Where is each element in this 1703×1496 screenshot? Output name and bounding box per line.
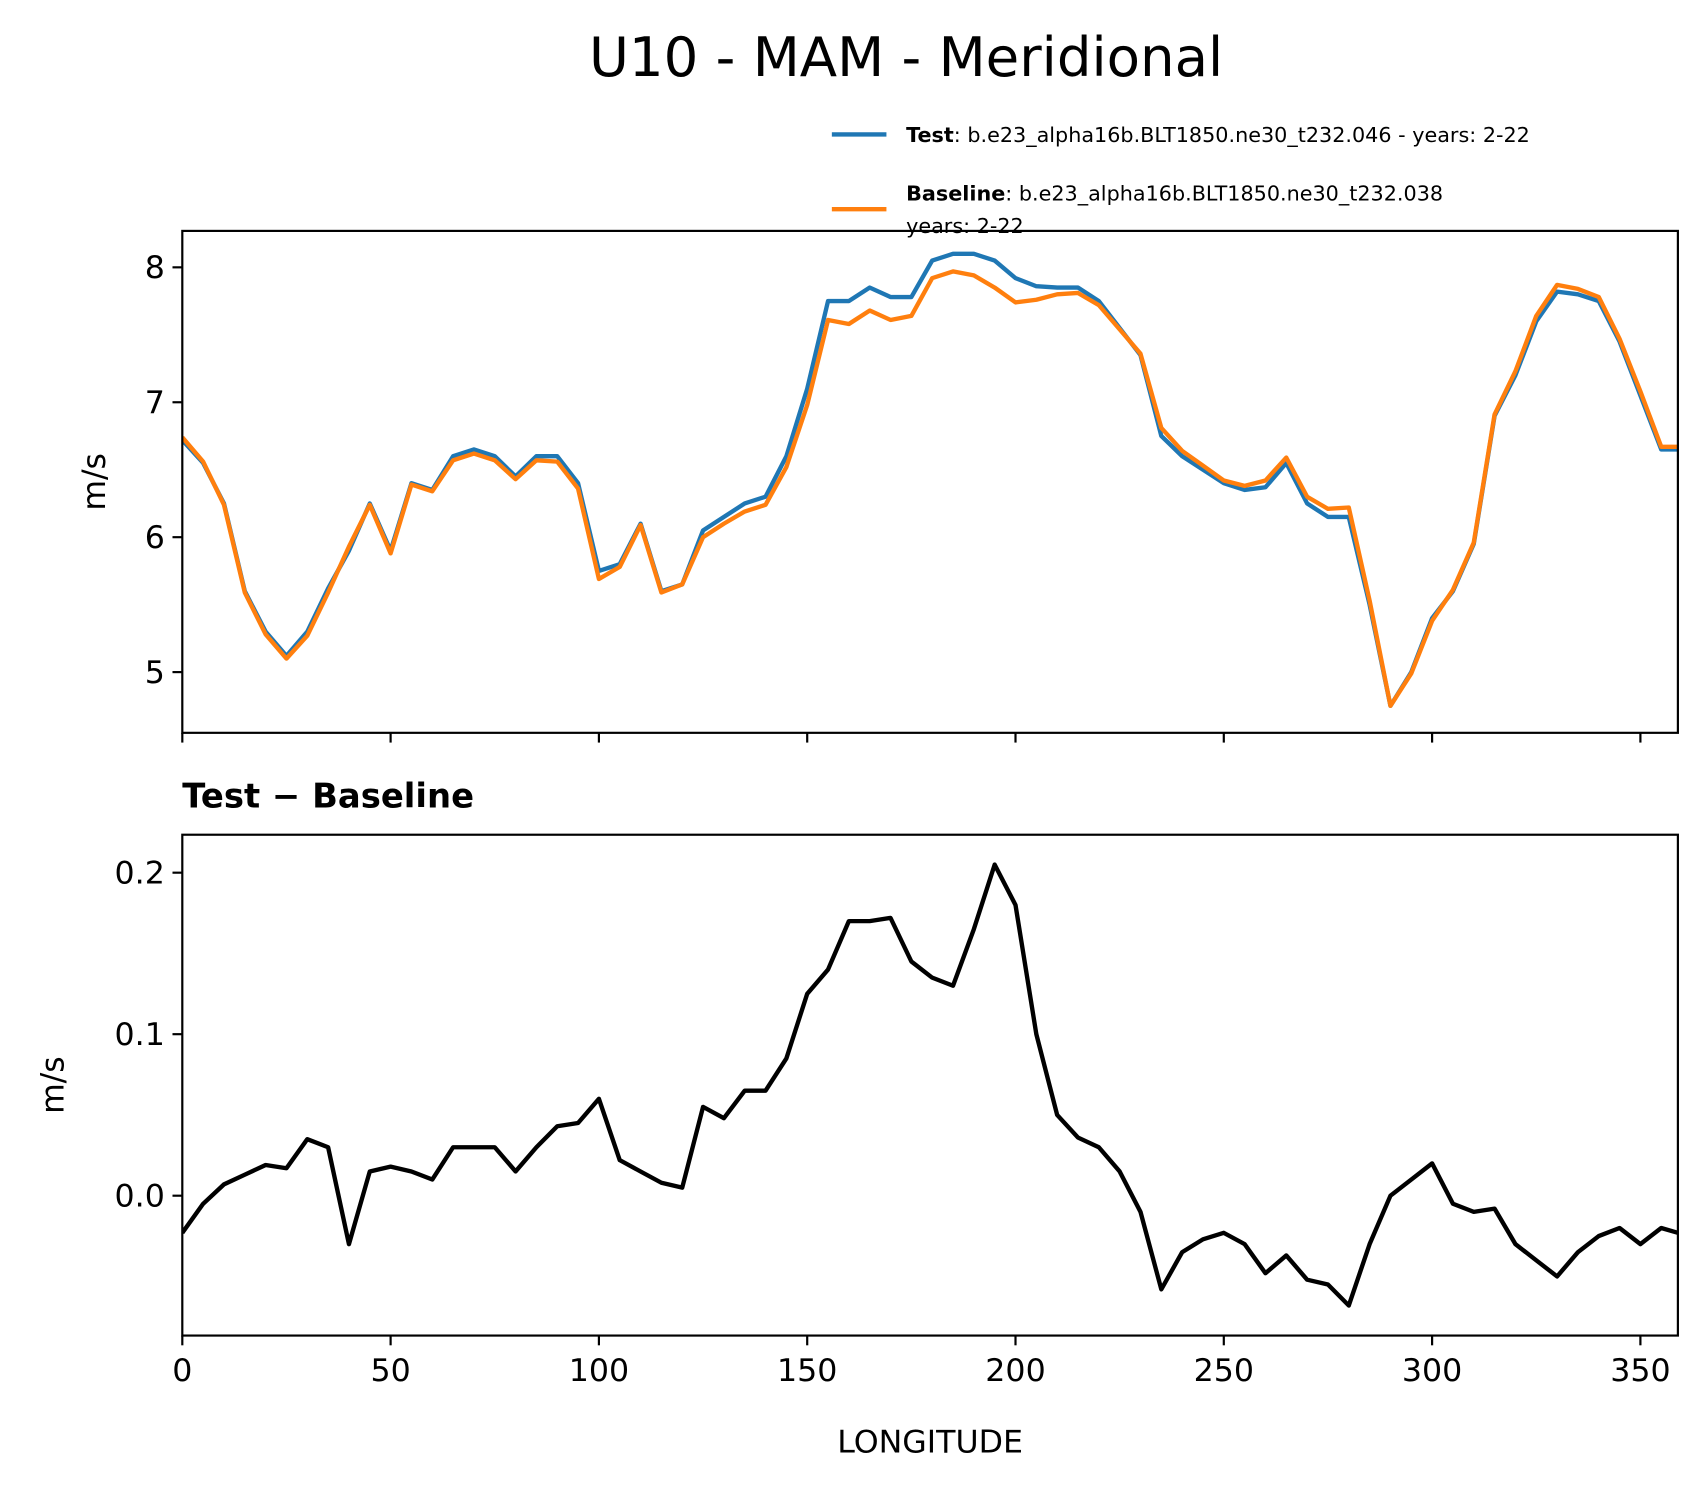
axes-frame	[181, 833, 1679, 1337]
y-axis-label: m/s	[35, 1056, 71, 1114]
x-tick-label: 100	[569, 1353, 629, 1389]
plot-area	[182, 251, 1678, 709]
figure-title: U10 - MAM - Meridional	[589, 26, 1223, 89]
x-tick-label: 150	[777, 1353, 837, 1389]
legend-description: : b.e23_alpha16b.BLT1850.ne30_t232.046 -…	[954, 123, 1530, 147]
legend-description: : b.e23_alpha16b.BLT1850.ne30_t232.038	[1005, 182, 1443, 206]
legend-label: Baseline: b.e23_alpha16b.BLT1850.ne30_t2…	[906, 182, 1443, 206]
legend-name: Test	[906, 123, 954, 147]
x-tick-label: 350	[1610, 1353, 1670, 1389]
y-tick-label: 0.0	[115, 1179, 165, 1215]
legend-label: Test: b.e23_alpha16b.BLT1850.ne30_t232.0…	[906, 123, 1530, 147]
x-tick-label: 200	[985, 1353, 1045, 1389]
x-tick-label: 0	[172, 1353, 192, 1389]
x-tick-label: 50	[370, 1353, 410, 1389]
y-tick-label: 0.1	[115, 1017, 165, 1053]
y-tick-label: 0.2	[115, 856, 165, 892]
legend-description: years: 2-22	[906, 214, 1024, 238]
y-tick-label: 5	[145, 655, 165, 691]
x-axis-label: LONGITUDE	[837, 1425, 1023, 1461]
axes-frame	[181, 229, 1679, 734]
y-axis-label: m/s	[77, 453, 113, 511]
data-line	[182, 269, 1678, 709]
y-tick-label: 7	[145, 385, 165, 421]
data-line	[182, 251, 1678, 709]
x-tick-label: 250	[1194, 1353, 1254, 1389]
x-tick-label: 300	[1402, 1353, 1462, 1389]
y-tick-label: 6	[145, 520, 165, 556]
y-tick-label: 8	[145, 250, 165, 286]
legend-name: Baseline	[906, 182, 1005, 206]
data-line	[182, 862, 1678, 1308]
subplot-title: Test − Baseline	[182, 777, 474, 816]
plot-area	[182, 862, 1678, 1308]
